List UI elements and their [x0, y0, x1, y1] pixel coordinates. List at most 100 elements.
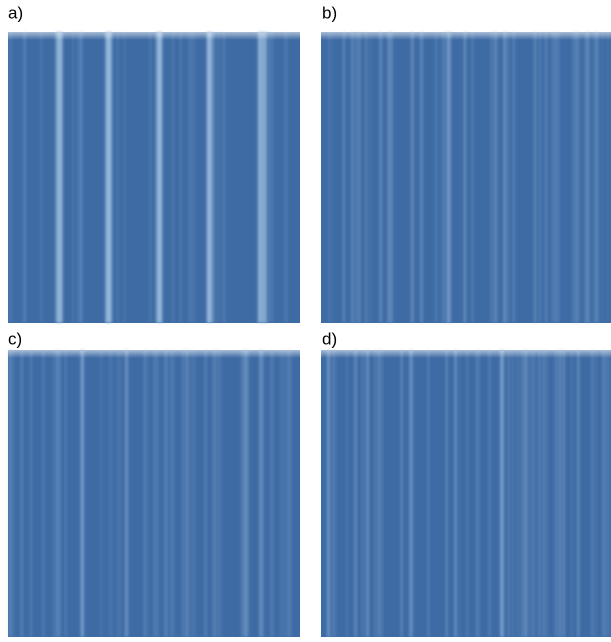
faint-line: [387, 32, 390, 323]
faint-line: [563, 350, 565, 637]
faint-line: [577, 350, 579, 637]
faint-line: [269, 32, 270, 323]
faint-line: [77, 32, 80, 323]
faint-line: [217, 350, 218, 637]
faint-line: [111, 350, 113, 637]
faint-line: [248, 350, 249, 637]
faint-line: [596, 32, 598, 323]
faint-line: [401, 350, 403, 637]
faint-line: [571, 350, 573, 637]
faint-line: [280, 350, 282, 637]
faint-line: [109, 350, 111, 637]
faint-line: [188, 32, 190, 323]
faint-line: [602, 32, 604, 323]
faint-line: [351, 32, 354, 323]
faint-line: [605, 350, 607, 637]
faint-line: [58, 350, 61, 637]
faint-line: [11, 350, 14, 637]
faint-line: [409, 350, 411, 637]
faint-line: [53, 350, 54, 637]
faint-line: [381, 32, 382, 323]
faint-line: [193, 32, 196, 323]
faint-line: [8, 32, 10, 323]
faint-line: [495, 32, 498, 323]
faint-line: [346, 350, 348, 637]
faint-line: [504, 32, 506, 323]
panel-label: a): [8, 3, 23, 22]
faint-line: [555, 32, 557, 323]
faint-line: [511, 350, 512, 637]
faint-line: [116, 32, 119, 323]
faint-line: [180, 32, 181, 323]
faint-line: [507, 32, 509, 323]
faint-line: [156, 350, 158, 637]
faint-line: [412, 350, 414, 637]
faint-line: [328, 32, 330, 323]
faint-line: [117, 350, 118, 637]
faint-line: [587, 32, 590, 323]
faint-line: [125, 350, 127, 637]
faint-line: [602, 350, 604, 637]
faint-line: [391, 32, 393, 323]
faint-line: [285, 32, 288, 323]
faint-line: [446, 350, 447, 637]
panel-label: c): [8, 329, 22, 348]
faint-line: [23, 32, 26, 323]
faint-line: [42, 350, 44, 637]
faint-line: [215, 350, 217, 637]
faint-line: [147, 350, 148, 637]
faint-line: [607, 32, 608, 323]
bright-band: [105, 32, 107, 323]
faint-line: [552, 32, 554, 323]
faint-line: [471, 32, 473, 323]
faint-line: [449, 32, 452, 323]
faint-line: [555, 350, 557, 637]
faint-line: [538, 350, 541, 637]
faint-line: [374, 350, 377, 637]
faint-line: [513, 32, 515, 323]
faint-line: [194, 350, 196, 637]
faint-line: [8, 350, 11, 637]
faint-line: [459, 350, 461, 637]
panel-label: d): [322, 329, 337, 348]
faint-line: [517, 350, 519, 637]
faint-line: [455, 350, 456, 637]
faint-line: [271, 32, 274, 323]
top-edge: [321, 32, 611, 40]
faint-line: [574, 32, 575, 323]
bright-band: [157, 32, 161, 323]
top-edge: [321, 350, 611, 358]
faint-line: [443, 32, 445, 323]
panel-image: [321, 350, 611, 637]
figure: a) b) c) d): [0, 0, 611, 637]
faint-line: [271, 350, 274, 637]
faint-line: [182, 350, 184, 637]
image-background: [321, 350, 611, 637]
image-background: [8, 32, 300, 323]
faint-line: [446, 350, 447, 637]
faint-line: [412, 32, 413, 323]
faint-line: [283, 350, 286, 637]
faint-line: [464, 32, 466, 323]
faint-line: [546, 350, 549, 637]
faint-line: [219, 350, 221, 637]
bright-band: [257, 32, 262, 323]
faint-line: [382, 350, 383, 637]
faint-line: [223, 32, 225, 323]
faint-line: [545, 32, 547, 323]
faint-line: [80, 32, 82, 323]
faint-line: [327, 350, 330, 637]
faint-line: [332, 32, 333, 323]
faint-line: [378, 350, 379, 637]
faint-line: [215, 32, 217, 323]
faint-line: [435, 32, 436, 323]
panel-label: b): [322, 3, 337, 22]
faint-line: [586, 32, 587, 323]
panel-image: [8, 32, 300, 323]
faint-line: [191, 350, 194, 637]
faint-line: [358, 32, 360, 323]
panel-image: [8, 350, 300, 637]
faint-line: [477, 350, 480, 637]
faint-line: [525, 350, 528, 637]
faint-line: [355, 32, 357, 323]
